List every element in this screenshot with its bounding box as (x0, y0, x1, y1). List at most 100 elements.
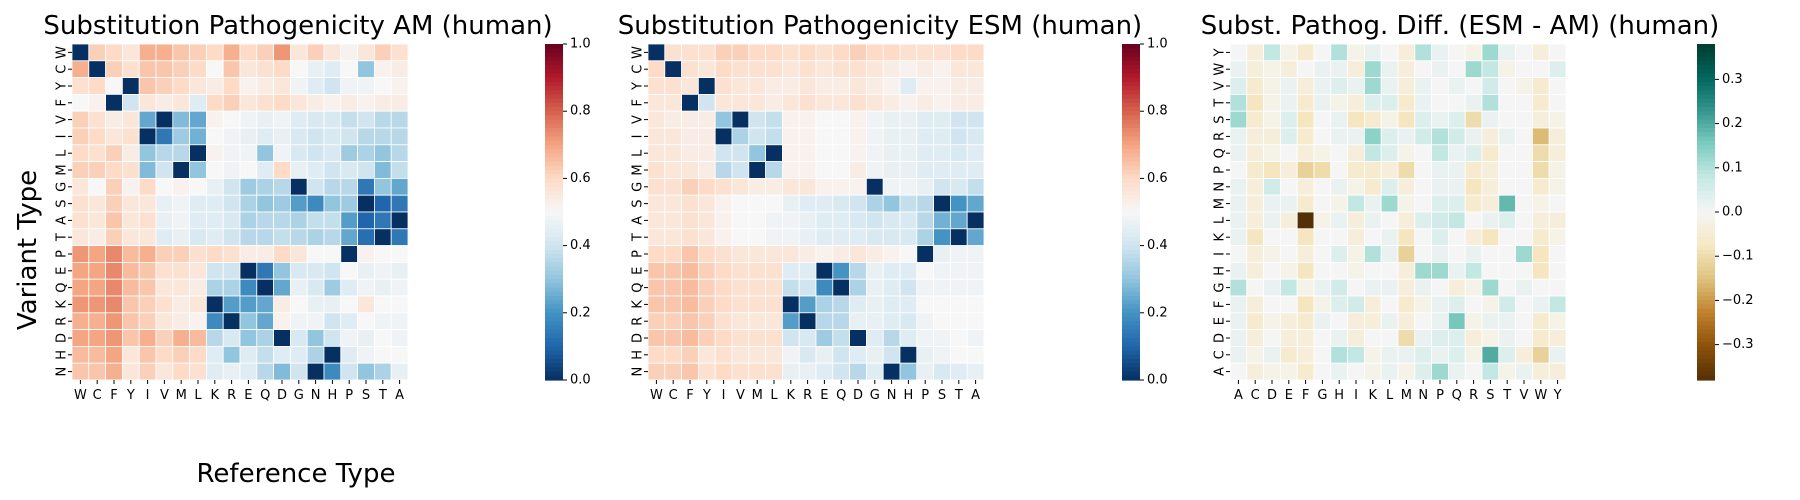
colorbar-segment (1697, 228, 1715, 234)
colorbar-segment (545, 375, 563, 381)
heatmap-cell-esm (714, 43, 733, 62)
heatmap-cell-am (373, 94, 392, 112)
heatmap-cell-am (239, 144, 258, 163)
heatmap-cell-diff (1347, 211, 1365, 230)
colorbar-segment (545, 81, 563, 87)
colorbar-segment (1697, 136, 1715, 142)
heatmap-cell-diff (1498, 194, 1517, 213)
colorbar-segment (1697, 111, 1715, 116)
heatmap-cell-esm (849, 177, 867, 196)
heatmap-cell-esm (731, 127, 750, 146)
colorbar-segment (1697, 44, 1715, 49)
heatmap-cell-am (138, 245, 157, 263)
colorbar-segment (545, 346, 563, 352)
heatmap-cell-esm (765, 362, 783, 381)
heatmap-cell-diff (1280, 110, 1298, 129)
heatmap-cell-esm (647, 278, 666, 297)
heatmap-cell-am (189, 60, 207, 78)
heatmap-cell-esm (698, 345, 716, 364)
heatmap-cell-diff (1464, 60, 1483, 78)
colorbar-segment (1697, 182, 1715, 188)
x-tick-label-esm: N (887, 388, 897, 403)
heatmap-cell-am (239, 60, 258, 78)
heatmap-cell-am (122, 60, 140, 78)
heatmap-cell-esm (782, 144, 800, 163)
heatmap-cell-esm (916, 94, 934, 112)
heatmap-cell-diff (1481, 177, 1500, 196)
colorbar-tick-label-am: 0.4 (570, 238, 591, 253)
heatmap-cell-diff (1498, 211, 1517, 230)
heatmap-cell-diff (1347, 94, 1365, 112)
heatmap-panel-esm: Substitution Pathogenicity ESM (human) W… (618, 11, 1168, 403)
colorbar-segment (1697, 186, 1715, 192)
heatmap-cell-am (273, 345, 291, 364)
y-tick-label-am: L (55, 149, 70, 157)
colorbar-segment (1697, 107, 1715, 112)
heatmap-cell-am (155, 312, 174, 330)
heatmap-cell-esm (798, 161, 817, 179)
heatmap-cell-diff (1313, 43, 1332, 62)
heatmap-cell-esm (882, 77, 901, 95)
heatmap-cell-am (88, 345, 107, 364)
heatmap-cell-am (373, 144, 392, 163)
heatmap-cell-esm (782, 345, 800, 364)
heatmap-cell-diff (1481, 161, 1500, 179)
colorbar-segment (1122, 262, 1140, 268)
colorbar-segment (1122, 371, 1140, 377)
heatmap-cell-am (122, 261, 140, 280)
heatmap-cell-esm (832, 228, 850, 247)
heatmap-cell-esm (765, 43, 783, 62)
heatmap-cell-diff (1313, 329, 1332, 347)
heatmap-cell-am (323, 127, 342, 146)
heatmap-cell-diff (1313, 110, 1332, 129)
heatmap-cell-esm (782, 60, 800, 78)
heatmap-cell-diff (1548, 329, 1567, 347)
heatmap-cell-diff (1532, 110, 1550, 129)
colorbar-segment (1122, 73, 1140, 79)
heatmap-cell-diff (1313, 362, 1332, 381)
heatmap-cell-am (172, 144, 191, 163)
heatmap-cell-esm (899, 261, 918, 280)
heatmap-cell-esm (882, 329, 901, 347)
colorbar-segment (1697, 245, 1715, 251)
colorbar-segment (545, 296, 563, 301)
heatmap-cell-am (390, 161, 409, 179)
heatmap-cell-esm (714, 77, 733, 95)
colorbar-segment (545, 283, 563, 289)
x-tick-label-esm: K (787, 388, 796, 403)
heatmap-cell-diff (1364, 60, 1382, 78)
heatmap-cell-diff (1246, 278, 1265, 297)
heatmap-cell-am (88, 127, 107, 146)
heatmap-cell-esm (966, 211, 985, 230)
heatmap-cell-esm (815, 345, 834, 364)
heatmap-cell-am (88, 110, 107, 129)
heatmap-cell-diff (1481, 43, 1500, 62)
colorbar-segment (1122, 191, 1140, 196)
heatmap-cell-esm (731, 43, 750, 62)
heatmap-cell-am (239, 245, 258, 263)
heatmap-cell-diff (1347, 329, 1365, 347)
colorbar-segment (1122, 111, 1140, 116)
heatmap-cell-diff (1397, 144, 1416, 163)
heatmap-cell-diff (1280, 345, 1298, 364)
heatmap-cell-diff (1364, 295, 1382, 314)
heatmap-cell-am (239, 211, 258, 230)
heatmap-cell-esm (647, 43, 666, 62)
heatmap-cell-esm (950, 261, 968, 280)
y-tick-label-diff: V (1213, 81, 1228, 90)
heatmap-cell-esm (933, 345, 951, 364)
heatmap-cell-am (122, 110, 140, 129)
heatmap-cell-am (273, 329, 291, 347)
colorbar-segment (545, 102, 563, 108)
heatmap-cell-diff (1280, 295, 1298, 314)
heatmap-cell-diff (1498, 362, 1517, 381)
y-tick-label-am: H (55, 350, 70, 360)
heatmap-cell-esm (866, 94, 884, 112)
colorbar-segment (1122, 241, 1140, 247)
heatmap-cell-diff (1380, 228, 1399, 247)
heatmap-cell-diff (1246, 110, 1265, 129)
heatmap-cell-am (205, 43, 224, 62)
heatmap-cell-am (189, 345, 207, 364)
heatmap-cell-am (306, 211, 325, 230)
colorbar-segment (545, 60, 563, 66)
